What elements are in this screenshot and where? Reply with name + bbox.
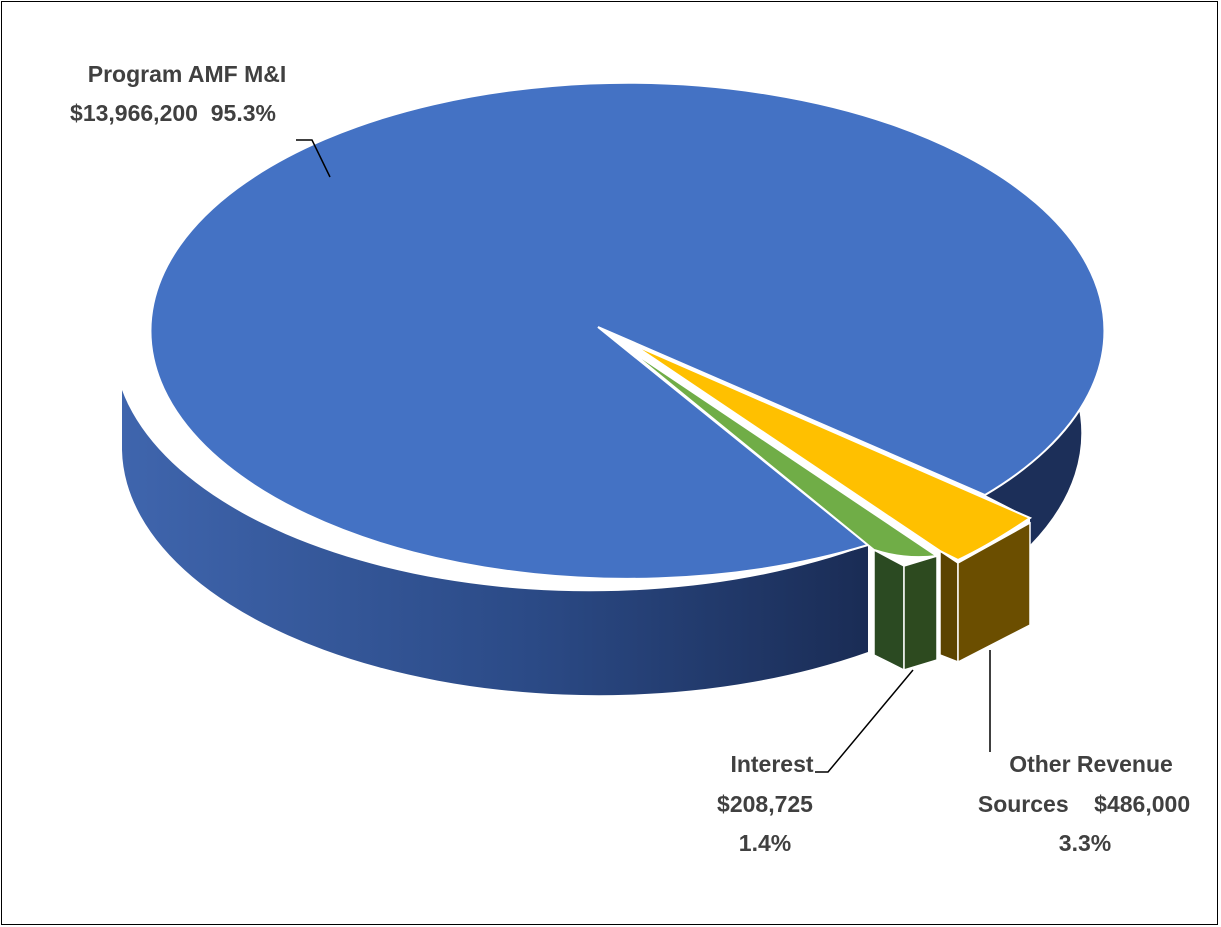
data-label-other-revenue-percent: 3.3%	[1059, 830, 1111, 856]
slice-side-other-revenue-front	[957, 521, 1031, 664]
leader-line-program-amf	[296, 139, 331, 178]
slice-side-other-revenue	[939, 549, 959, 664]
data-label-other-revenue-name: Other Revenue	[1009, 751, 1173, 777]
slice-side-interest	[873, 548, 905, 672]
data-label-program-amf-name: Program AMF M&I	[88, 61, 287, 87]
data-label-interest-name: Interest	[730, 751, 813, 777]
slice-side-program-amf-right	[985, 345, 1082, 545]
slice-side-program-amf	[122, 390, 868, 696]
slice-top-program-amf	[149, 81, 1106, 580]
slice-top-interest	[623, 345, 940, 559]
data-label-interest-percent: 1.4%	[739, 830, 791, 856]
data-label-program-amf-value: $13,966,200 95.3%	[70, 100, 276, 126]
data-label-other-revenue-value: Sources $486,000	[978, 791, 1190, 817]
slice-top-other-revenue	[631, 343, 1033, 562]
data-label-interest-value: $208,725	[717, 791, 813, 817]
leader-line-interest	[815, 669, 914, 773]
slice-side-interest-front	[903, 554, 938, 672]
